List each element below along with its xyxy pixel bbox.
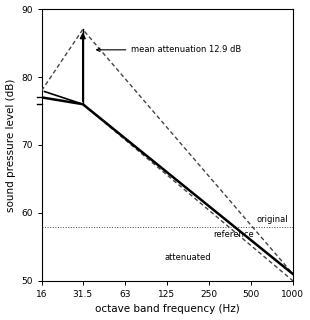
Text: mean attenuation 12.9 dB: mean attenuation 12.9 dB bbox=[97, 45, 241, 54]
Text: reference: reference bbox=[213, 230, 254, 239]
X-axis label: octave band frequency (Hz): octave band frequency (Hz) bbox=[95, 304, 240, 315]
Text: attenuated: attenuated bbox=[164, 252, 211, 261]
Y-axis label: sound pressure level (dB): sound pressure level (dB) bbox=[6, 78, 16, 212]
Text: original: original bbox=[257, 215, 288, 224]
